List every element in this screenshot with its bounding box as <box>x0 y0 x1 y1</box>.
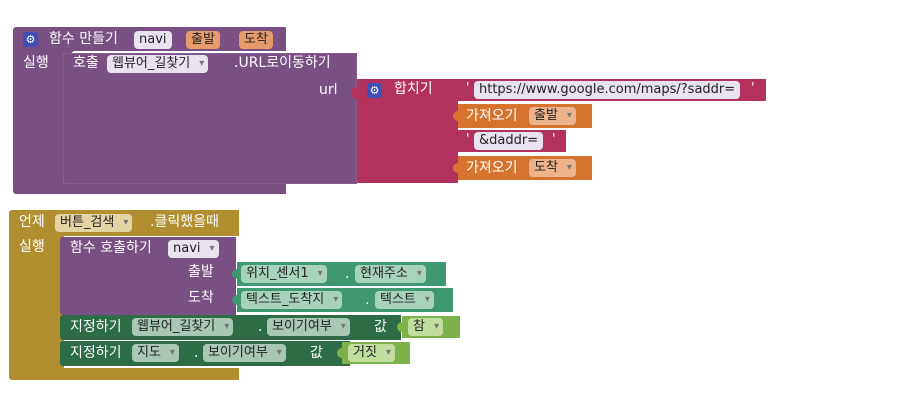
gear-icon[interactable]: ⚙ <box>23 32 38 47</box>
open-quote: ' <box>466 81 470 96</box>
set-keyword: 지정하기 <box>70 345 122 361</box>
location-sensor-getter[interactable]: 위치_센서1 . 현재주소 <box>231 262 446 286</box>
procedure-keyword: 함수 만들기 <box>49 31 118 47</box>
visible-property-dropdown[interactable]: 보이기여부 <box>203 344 286 362</box>
call-keyword: 호출 <box>73 55 99 71</box>
dot-separator: . <box>365 292 370 308</box>
webview-component-dropdown[interactable]: 웹뷰어_길찾기 <box>107 55 209 73</box>
event-keyword: 언제 <box>19 214 45 230</box>
button-component-dropdown[interactable]: 버튼_검색 <box>55 214 133 232</box>
current-address-dropdown[interactable]: 현재주소 <box>355 265 426 283</box>
call-webview-shape <box>63 53 357 184</box>
value-label: 값 <box>374 319 387 335</box>
text-property-dropdown[interactable]: 텍스트 <box>375 291 434 309</box>
get-variable-end[interactable]: 가져오기 도착 <box>452 156 592 180</box>
join-label: 합치기 <box>394 81 433 97</box>
get-variable-start[interactable]: 가져오기 출발 <box>452 104 592 128</box>
set-keyword: 지정하기 <box>70 319 122 335</box>
call-procedure-block[interactable]: 함수 호출하기 navi 출발 도착 <box>60 237 236 315</box>
event-name: .클릭했을때 <box>150 214 219 230</box>
webview-component-dropdown[interactable]: 웹뷰어_길찾기 <box>132 318 234 336</box>
event-handler-shape <box>9 210 239 380</box>
text-join-block[interactable]: ⚙ 합치기 <box>350 79 458 183</box>
text-literal-url[interactable]: ' https://www.google.com/maps/?saddr= ' <box>452 79 766 101</box>
url-text-field[interactable]: https://www.google.com/maps/?saddr= <box>474 81 741 99</box>
dot-separator: . <box>194 345 199 361</box>
set-webview-visible-block[interactable]: 지정하기 웹뷰어_길찾기 . 보이기여부 값 <box>60 315 401 340</box>
close-quote: ' <box>751 81 755 96</box>
boolean-dropdown-true[interactable]: 참 <box>408 318 443 336</box>
procedure-do-label: 실행 <box>23 55 49 71</box>
textbox-getter[interactable]: 텍스트_도착지 . 텍스트 <box>231 288 453 312</box>
textbox-dropdown[interactable]: 텍스트_도착지 <box>241 291 343 309</box>
location-sensor-dropdown[interactable]: 위치_센서1 <box>241 265 327 283</box>
param-start[interactable]: 출발 <box>186 31 220 49</box>
text-literal-daddr[interactable]: ' &daddr= ' <box>452 130 566 152</box>
call-webview-gotourl-block[interactable]: 호출 웹뷰어_길찾기 .URL로이동하기 url <box>63 53 357 184</box>
variable-dropdown-start[interactable]: 출발 <box>529 107 576 125</box>
close-quote: ' <box>552 132 556 147</box>
logic-false-block[interactable]: 거짓 <box>336 342 410 364</box>
logic-true-block[interactable]: 참 <box>396 316 460 338</box>
param-end[interactable]: 도착 <box>239 31 273 49</box>
arg-label-start: 출발 <box>188 264 214 280</box>
arg-label-end: 도착 <box>188 290 214 306</box>
get-label: 가져오기 <box>466 108 518 124</box>
boolean-dropdown-false[interactable]: 거짓 <box>348 344 395 362</box>
call-procedure-keyword: 함수 호출하기 <box>70 240 152 256</box>
dot-separator: . <box>345 266 350 282</box>
set-map-visible-block[interactable]: 지정하기 지도 . 보이기여부 값 <box>60 341 350 366</box>
url-arg-label: url <box>319 82 338 98</box>
event-do-label: 실행 <box>19 239 45 255</box>
gear-icon[interactable]: ⚙ <box>367 83 382 98</box>
value-label: 값 <box>310 345 323 361</box>
join-shape <box>351 79 458 183</box>
procedure-name-dropdown[interactable]: navi <box>168 240 219 258</box>
get-label: 가져오기 <box>466 160 518 176</box>
open-quote: ' <box>466 132 470 147</box>
variable-dropdown-end[interactable]: 도착 <box>529 159 576 177</box>
daddr-text-field[interactable]: &daddr= <box>474 132 544 150</box>
visible-property-dropdown[interactable]: 보이기여부 <box>267 318 350 336</box>
event-handler-block[interactable]: 언제 버튼_검색 .클릭했을때 실행 <box>9 210 239 380</box>
map-component-dropdown[interactable]: 지도 <box>132 344 179 362</box>
dot-separator: . <box>258 319 263 335</box>
procedure-name-field[interactable]: navi <box>134 31 172 49</box>
method-name: .URL로이동하기 <box>234 55 331 71</box>
